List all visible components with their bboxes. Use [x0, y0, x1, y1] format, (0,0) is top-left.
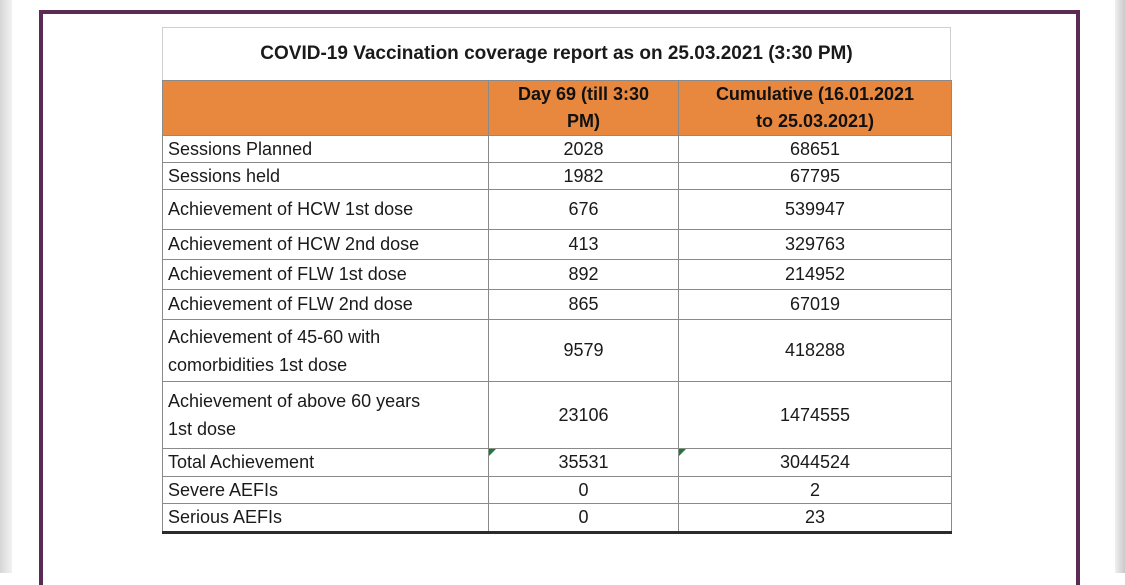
- screen-edge-right: [1115, 0, 1125, 573]
- header-cumulative-cell: Cumulative (16.01.2021 to 25.03.2021): [678, 80, 952, 136]
- cumulative-value: 329763: [678, 229, 952, 260]
- row-label-line2: 1st dose: [168, 419, 237, 439]
- cumulative-value: 214952: [678, 259, 952, 290]
- row-label-line1: Achievement of above 60 years: [168, 391, 421, 411]
- header-day-line1: Day 69 (till 3:30: [517, 84, 650, 104]
- row-label: Sessions Planned: [162, 135, 489, 163]
- table-row: Severe AEFIs 0 2: [162, 476, 952, 504]
- cumulative-value: 539947: [678, 189, 952, 230]
- table-row: Achievement of FLW 1st dose 892 214952: [162, 259, 952, 290]
- row-label: Achievement of above 60 years 1st dose: [162, 381, 489, 449]
- row-label: Achievement of HCW 1st dose: [162, 189, 489, 230]
- day-value: 2028: [488, 135, 679, 163]
- header-label-cell: [162, 80, 489, 136]
- day-value: 413: [488, 229, 679, 260]
- row-label: Severe AEFIs: [162, 476, 489, 504]
- report-title: COVID-19 Vaccination coverage report as …: [162, 27, 951, 80]
- day-value: 23106: [488, 381, 679, 449]
- coverage-table: Day 69 (till 3:30 PM) Cumulative (16.01.…: [162, 80, 952, 534]
- cumulative-value: 1474555: [678, 381, 952, 449]
- cumulative-value-cell: 3044524: [678, 448, 952, 477]
- table-header-row: Day 69 (till 3:30 PM) Cumulative (16.01.…: [162, 80, 952, 136]
- cell-note-marker: [489, 449, 496, 456]
- table-row: Serious AEFIs 0 23: [162, 503, 952, 534]
- table-row: Achievement of HCW 1st dose 676 539947: [162, 189, 952, 230]
- row-label: Achievement of HCW 2nd dose: [162, 229, 489, 260]
- cumulative-value: 67795: [678, 162, 952, 190]
- header-day-line2: PM): [567, 111, 600, 131]
- cumulative-value: 2: [678, 476, 952, 504]
- table-row: Achievement of HCW 2nd dose 413 329763: [162, 229, 952, 260]
- cumulative-value: 68651: [678, 135, 952, 163]
- row-label: Achievement of 45-60 with comorbidities …: [162, 319, 489, 382]
- row-label: Achievement of FLW 2nd dose: [162, 289, 489, 320]
- vaccination-report: COVID-19 Vaccination coverage report as …: [162, 27, 952, 534]
- cumulative-value: 67019: [678, 289, 952, 320]
- cell-note-marker: [679, 449, 686, 456]
- day-value: 0: [488, 503, 679, 534]
- row-label-line1: Achievement of 45-60 with: [168, 326, 381, 347]
- row-label: Serious AEFIs: [162, 503, 489, 534]
- table-row: Achievement of FLW 2nd dose 865 67019: [162, 289, 952, 320]
- row-label: Sessions held: [162, 162, 489, 190]
- day-value: 865: [488, 289, 679, 320]
- day-value-cell: 35531: [488, 448, 679, 477]
- screen-edge-left: [0, 0, 12, 573]
- table-row: Achievement of above 60 years 1st dose 2…: [162, 381, 952, 449]
- cumulative-value: 23: [678, 503, 952, 534]
- header-cumulative-line2: to 25.03.2021): [755, 111, 875, 131]
- table-row: Sessions held 1982 67795: [162, 162, 952, 190]
- day-value: 0: [488, 476, 679, 504]
- table-row: Achievement of 45-60 with comorbidities …: [162, 319, 952, 382]
- cumulative-value: 418288: [678, 319, 952, 382]
- day-value: 35531: [558, 452, 609, 472]
- day-value: 9579: [488, 319, 679, 382]
- header-day-cell: Day 69 (till 3:30 PM): [488, 80, 679, 136]
- day-value: 676: [488, 189, 679, 230]
- row-label: Achievement of FLW 1st dose: [162, 259, 489, 290]
- table-row: Total Achievement 35531 3044524: [162, 448, 952, 477]
- row-label-line2: comorbidities 1st dose: [168, 354, 348, 375]
- day-value: 1982: [488, 162, 679, 190]
- header-cumulative-line1: Cumulative (16.01.2021: [715, 84, 915, 104]
- day-value: 892: [488, 259, 679, 290]
- cumulative-value: 3044524: [779, 452, 851, 472]
- row-label: Total Achievement: [162, 448, 489, 477]
- table-row: Sessions Planned 2028 68651: [162, 135, 952, 163]
